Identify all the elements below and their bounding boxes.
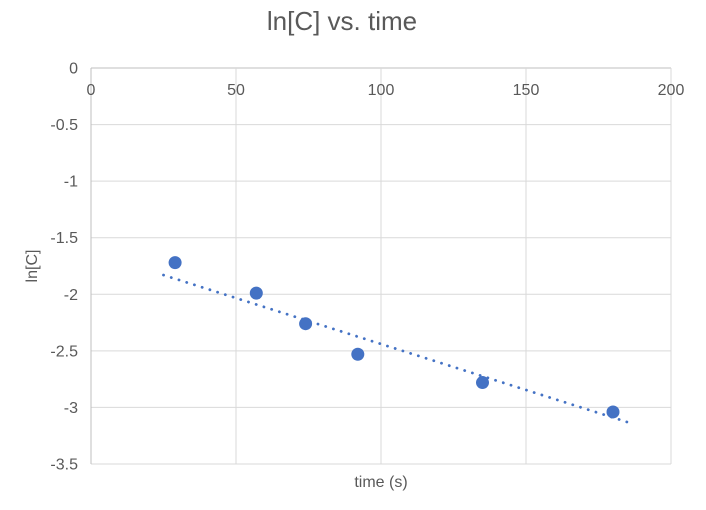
y-tick-label: -2: [64, 287, 78, 304]
x-tick-label: 50: [227, 82, 245, 99]
y-tick-label: -1.5: [50, 230, 78, 247]
data-point: [606, 405, 620, 419]
x-tick-label: 0: [87, 82, 96, 99]
data-point: [351, 347, 365, 361]
data-point: [476, 376, 489, 390]
y-axis-title: ln[C]: [24, 249, 41, 283]
y-tick-label: -3: [64, 400, 78, 417]
x-tick-label: 200: [658, 82, 685, 99]
chart-title: ln[C] vs. time: [266, 6, 418, 36]
data-point: [299, 317, 313, 331]
y-tick-label: 0: [69, 61, 78, 78]
x-tick-label: 150: [513, 82, 540, 99]
data-point: [249, 286, 263, 300]
x-axis-title: time (s): [354, 474, 408, 491]
y-tick-label: -0.5: [50, 117, 78, 134]
y-tick-label: -2.5: [50, 343, 78, 360]
y-tick-label: -3.5: [50, 457, 78, 474]
trendline: [162, 273, 629, 424]
y-tick-label: -1: [64, 174, 78, 191]
data-point: [168, 256, 182, 270]
x-tick-label: 100: [368, 82, 395, 99]
